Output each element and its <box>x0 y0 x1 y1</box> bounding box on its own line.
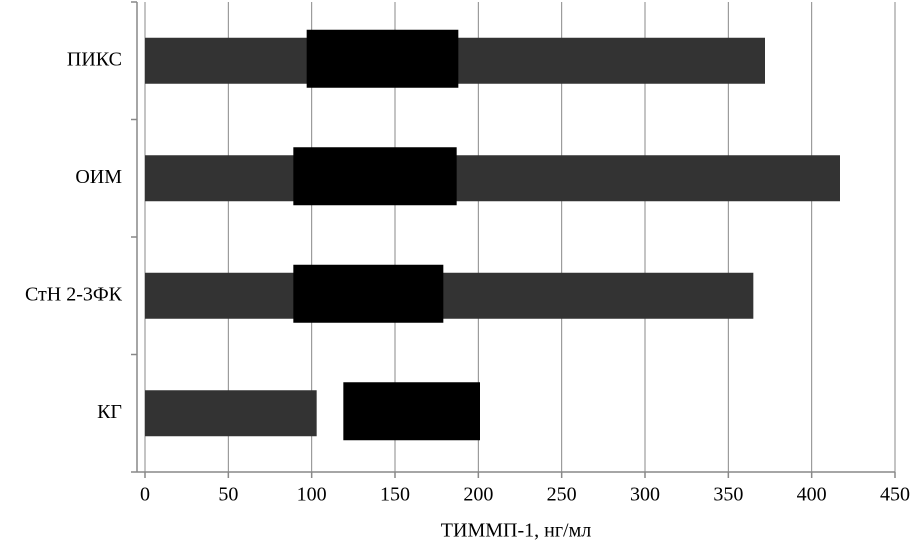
x-tick-label: 350 <box>713 484 743 506</box>
x-tick-label: 150 <box>380 484 410 506</box>
x-tick-label: 250 <box>547 484 577 506</box>
range-bar <box>145 390 317 437</box>
x-tick-label: 0 <box>140 484 150 506</box>
y-tick-label: КГ <box>97 401 122 423</box>
x-tick-label: 200 <box>463 484 493 506</box>
range-bar <box>145 272 754 319</box>
x-tick-label: 100 <box>297 484 327 506</box>
iqr-bar <box>293 147 457 206</box>
range-bar <box>145 155 840 202</box>
iqr-bar <box>343 382 480 441</box>
x-tick-label: 400 <box>797 484 827 506</box>
y-tick-label: ПИКС <box>67 48 122 70</box>
y-tick-label: ОИМ <box>75 166 122 188</box>
iqr-bar <box>306 29 459 88</box>
iqr-bar <box>293 264 444 323</box>
x-tick-label: 300 <box>630 484 660 506</box>
x-tick-label: 450 <box>880 484 910 506</box>
y-tick-label: СтН 2-3ФК <box>25 283 123 305</box>
x-tick-label: 50 <box>218 484 238 506</box>
x-axis-title: ТИММП-1, нг/мл <box>441 520 591 542</box>
